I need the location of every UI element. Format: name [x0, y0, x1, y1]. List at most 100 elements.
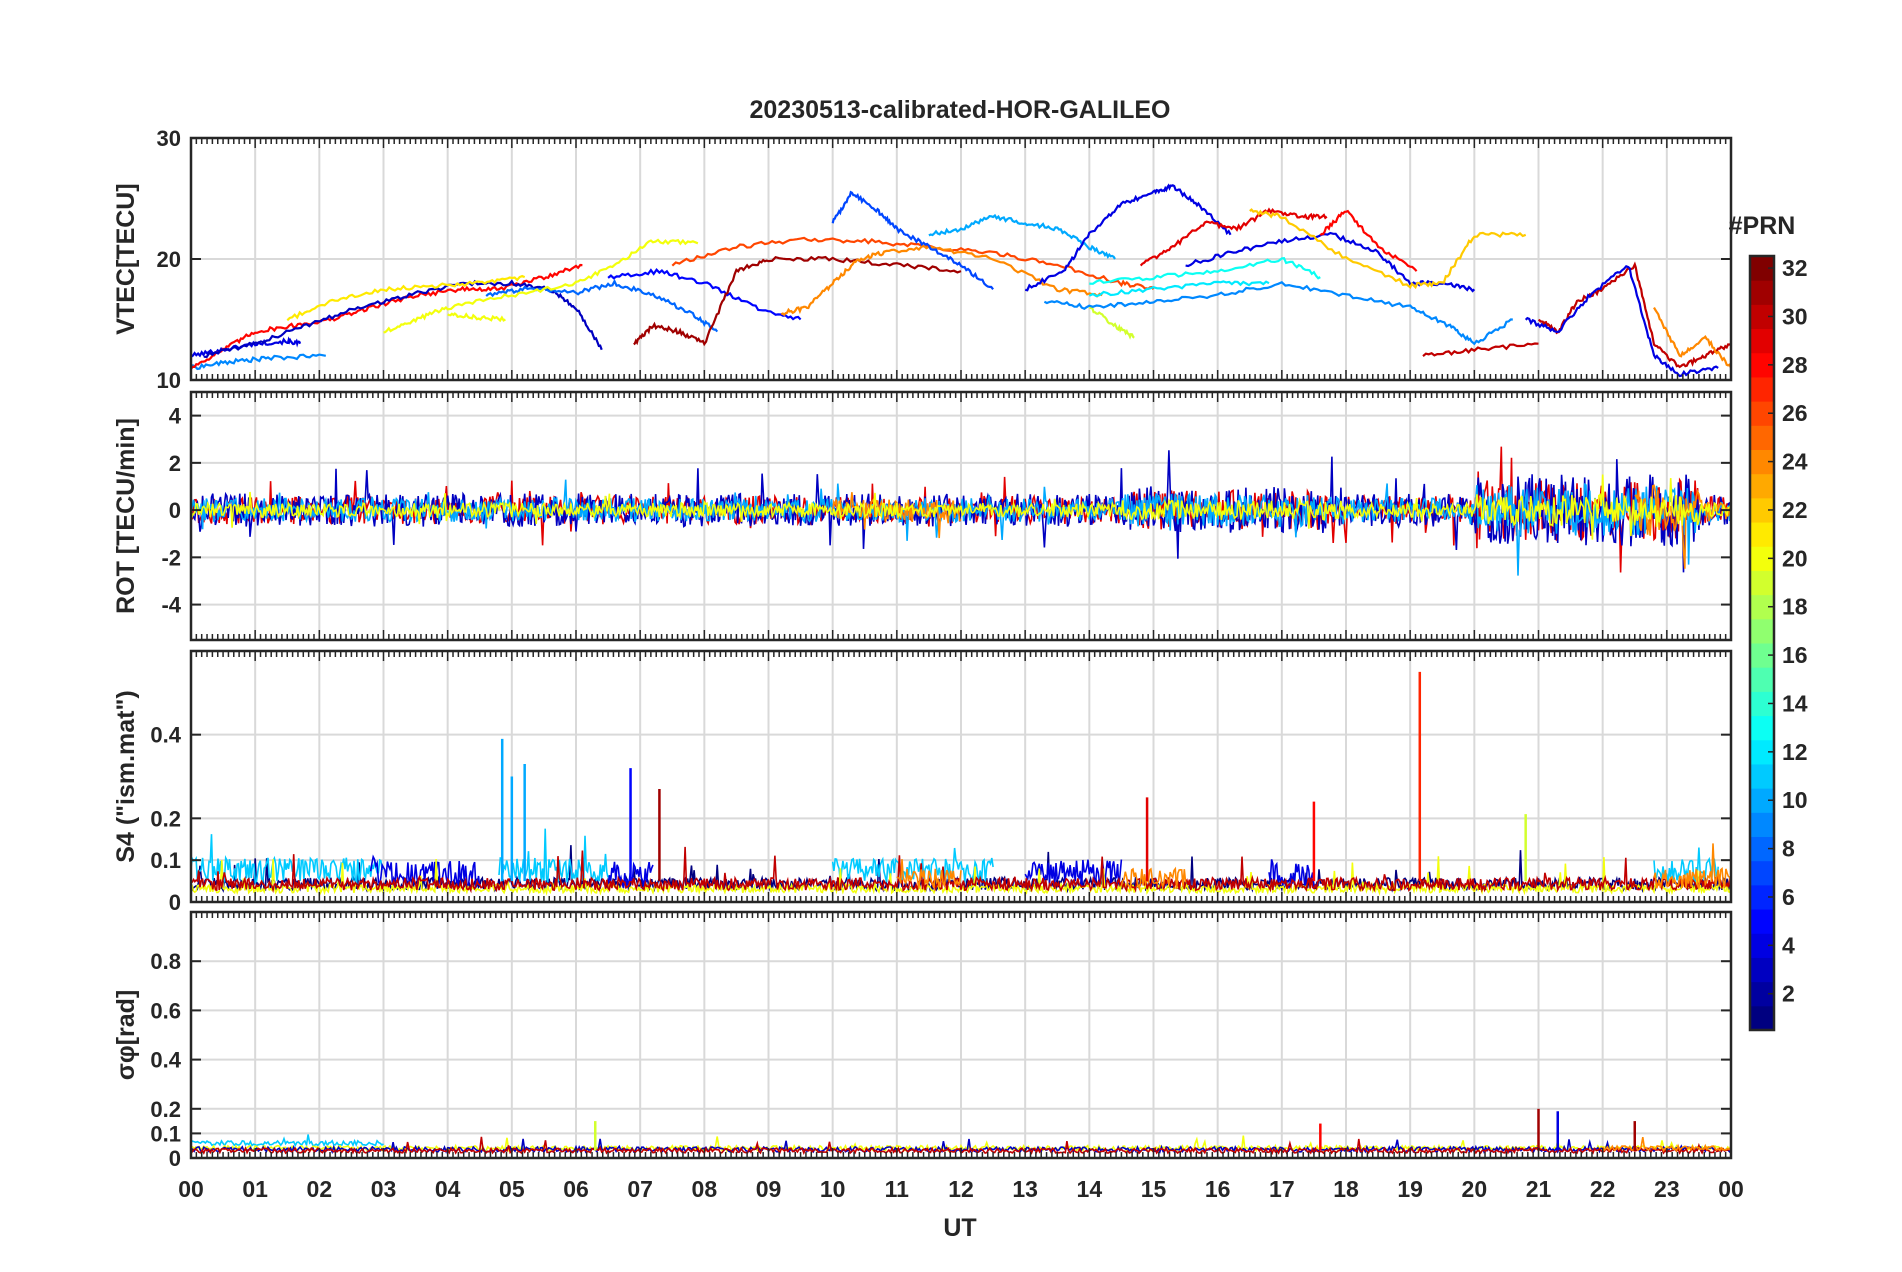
x-tick-label: 16 — [1205, 1176, 1231, 1202]
grid — [191, 137, 1731, 381]
colorbar-tick-label: 32 — [1782, 255, 1808, 281]
x-tick-label: 04 — [435, 1176, 461, 1202]
y-axis-label-vtec: VTEC[TECU] — [112, 183, 140, 334]
x-tick-label: 09 — [756, 1176, 782, 1202]
colorbar-swatch — [1750, 957, 1774, 983]
chart-title: 20230513-calibrated-HOR-GALILEO — [750, 96, 1171, 124]
sigma-series-prn-11 — [191, 1134, 384, 1149]
colorbar-tick-label: 22 — [1782, 497, 1808, 523]
colorbar-tick-label: 4 — [1782, 932, 1795, 958]
s4-series-prn-11 — [498, 828, 609, 883]
panel-sigma: 00.10.2 0.4 0.6 0.8 σφ[rad] — [112, 910, 1733, 1171]
s4-series-prn-30 — [191, 846, 1731, 894]
vtec-series-prn-31 — [633, 255, 962, 347]
x-tick-label: 03 — [371, 1176, 397, 1202]
x-tick-label: 10 — [820, 1176, 846, 1202]
s4-series-prn-24 — [896, 859, 962, 889]
x-tick-label: 20 — [1462, 1176, 1488, 1202]
y-tick-label: 0.4 — [150, 1048, 181, 1073]
colorbar-swatch — [1750, 763, 1774, 789]
colorbar-swatch — [1750, 425, 1774, 450]
vtec-series-prn-20 — [447, 312, 506, 323]
panel-rot: -4 -2 0 2 4 ROT [TECU/min] — [112, 390, 1733, 642]
y-tick-label: 0.1 — [150, 848, 181, 873]
colorbar-tick-label: 6 — [1782, 884, 1795, 910]
x-tick-label: 22 — [1590, 1176, 1616, 1202]
grid — [191, 912, 1731, 1159]
x-tick-label: 06 — [563, 1176, 589, 1202]
vtec-series-prn-19 — [1089, 306, 1135, 340]
y-tick-label: -4 — [161, 593, 181, 618]
x-tick-label: 13 — [1012, 1176, 1038, 1202]
vtec-series-prn-8 — [485, 278, 719, 333]
x-tick-label: 00 — [178, 1176, 204, 1202]
vtec-series-prn-9 — [1043, 281, 1513, 346]
colorbar-swatch — [1750, 715, 1774, 741]
colorbar-label: #PRN — [1729, 212, 1796, 240]
y-tick-label: 0 — [169, 498, 181, 523]
vtec-series-prn-3 — [203, 279, 603, 359]
colorbar-swatch — [1750, 570, 1774, 596]
s4-series-prn-4 — [1024, 859, 1123, 888]
colorbar-swatch — [1750, 860, 1774, 886]
rot-series-prn-20 — [191, 474, 1731, 540]
s4-series-prn-4 — [369, 854, 481, 890]
vtec-series-prn-20 — [383, 238, 699, 334]
colorbar-tick-label: 16 — [1782, 642, 1808, 668]
vtec-series-prn-30 — [1422, 342, 1539, 357]
y-axis-label-sigma: σφ[rad] — [112, 990, 140, 1081]
x-tick-label: 07 — [627, 1176, 653, 1202]
vtec-series-prn-28 — [191, 263, 583, 370]
vtec-series-prn-4 — [191, 336, 302, 358]
colorbar-tick-label: 24 — [1782, 449, 1808, 475]
panel-frame — [189, 649, 1733, 904]
colorbar-swatch — [1750, 812, 1774, 837]
y-tick-label: 0 — [169, 890, 181, 915]
x-tick-label: 02 — [307, 1176, 333, 1202]
colorbar-swatch — [1750, 280, 1774, 305]
colorbar-swatch — [1750, 376, 1774, 402]
colorbar-frame — [1748, 254, 1776, 1032]
colorbar-tick-label: 14 — [1782, 690, 1808, 716]
vtec-series-prn-5 — [607, 267, 802, 321]
colorbar-tick-label: 12 — [1782, 739, 1808, 765]
colorbar-tick-label: 26 — [1782, 400, 1808, 426]
colorbar-tick-label: 28 — [1782, 352, 1808, 378]
y-tick-label: 20 — [157, 247, 181, 272]
x-tick-label: 01 — [242, 1176, 268, 1202]
y-tick-label: 0.2 — [150, 806, 181, 831]
y-tick-label: 0.6 — [150, 998, 181, 1023]
rot-series-prn-24 — [831, 492, 962, 539]
y-tick-label: 4 — [169, 404, 182, 429]
vtec-series-prn-10 — [928, 213, 1116, 260]
y-tick-label: 2 — [169, 451, 181, 476]
colorbar-tick-label: 10 — [1782, 787, 1808, 813]
x-tick-label: 23 — [1654, 1176, 1680, 1202]
series-group — [191, 446, 1731, 576]
x-tick-label: 08 — [692, 1176, 718, 1202]
vtec-series-prn-13 — [1089, 257, 1321, 285]
y-tick-label: 30 — [157, 126, 181, 151]
series-group — [191, 671, 1731, 896]
x-axis: 00 01 02 03 04 05 06 07 08 09 10 11 12 13 14 15 16 17 18 19… — [178, 1176, 1744, 1202]
vtec-series-prn-28 — [1319, 209, 1418, 272]
y-tick-label: -2 — [161, 545, 181, 570]
y-tick-label: 0.1 — [150, 1121, 181, 1146]
colorbar-swatch — [1750, 473, 1774, 499]
panel-vtec: 10 20 30 VTEC[TECU] — [112, 126, 1733, 393]
vtec-series-prn-4 — [1524, 264, 1719, 378]
x-tick-label: 00 — [1718, 1176, 1744, 1202]
vtec-series-prn-22 — [1249, 208, 1527, 290]
panel-frame — [189, 910, 1733, 1160]
y-axis-label-rot: ROT [TECU/min] — [112, 418, 140, 614]
vtec-series-prn-24 — [1653, 307, 1731, 369]
colorbar-tick-label: 2 — [1782, 981, 1795, 1007]
s4-series-prn-11 — [191, 834, 383, 885]
panel-frame — [189, 390, 1733, 642]
vtec-series-prn-7 — [831, 190, 994, 290]
colorbar-swatch — [1750, 522, 1774, 547]
colorbar-tick-label: 18 — [1782, 594, 1808, 620]
vtec-series-prn-12 — [1088, 280, 1270, 298]
x-tick-label: 19 — [1397, 1176, 1423, 1202]
